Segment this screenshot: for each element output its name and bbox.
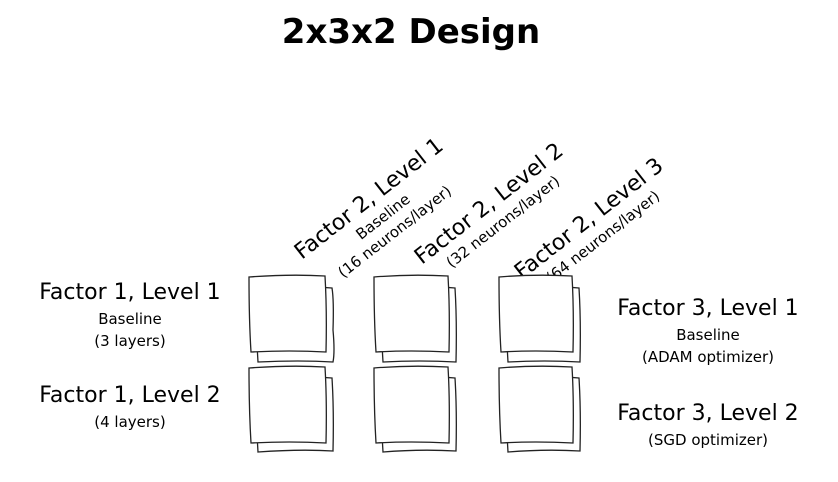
factor1-level1-desc-1: Baseline (98, 310, 162, 328)
factor3-level1-desc-2: (ADAM optimizer) (641, 348, 775, 366)
factor1-level2-desc-1: (4 layers) (94, 413, 166, 431)
cell-r1-c3 (498, 274, 581, 363)
cell-r1-c1 (248, 274, 335, 363)
factor1-level1-desc-2: (3 layers) (94, 332, 166, 350)
cell-front-sheet (498, 274, 574, 353)
cell-front-sheet (248, 274, 327, 353)
diagram-title: 2x3x2 Design (281, 12, 541, 52)
factor1-level1-label: Factor 1, Level 1 Baseline (3 layers) (10, 278, 250, 352)
factor3-level1-title: Factor 3, Level 1 (617, 296, 799, 321)
cell-front-sheet (373, 274, 450, 353)
cell-r2-c1 (248, 365, 334, 453)
factor3-level1-desc-1: Baseline (676, 326, 740, 344)
factor3-level2-title: Factor 3, Level 2 (617, 401, 799, 426)
cell-front-sheet (498, 365, 574, 444)
cell-r1-c2 (373, 274, 457, 363)
cell-front-sheet (373, 365, 450, 444)
factor3-level2-desc-1: (SGD optimizer) (648, 431, 768, 449)
factor3-level1-label: Factor 3, Level 1 Baseline (ADAM optimiz… (588, 294, 828, 368)
factor1-level2-label: Factor 1, Level 2 (4 layers) (10, 381, 250, 433)
factor1-level1-title: Factor 1, Level 1 (39, 280, 221, 305)
factor3-level2-label: Factor 3, Level 2 (SGD optimizer) (588, 399, 828, 451)
factor1-level2-title: Factor 1, Level 2 (39, 383, 221, 408)
cell-front-sheet (248, 365, 327, 444)
cell-r2-c3 (498, 365, 581, 453)
cell-r2-c2 (373, 365, 457, 453)
